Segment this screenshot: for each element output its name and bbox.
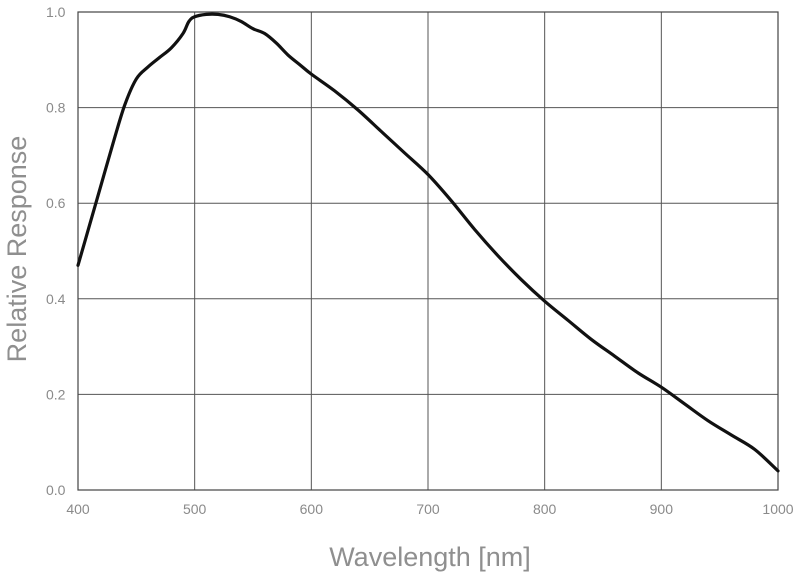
y-axis-label: Relative Response <box>2 136 32 363</box>
x-tick-label: 500 <box>183 501 207 517</box>
plot-border <box>77 11 779 491</box>
y-tick-label: 0.8 <box>46 100 66 116</box>
plot-frame <box>77 11 779 491</box>
y-tick-label: 0.0 <box>46 482 66 498</box>
x-axis-label: Wavelength [nm] <box>329 542 531 572</box>
series-group <box>76 12 780 473</box>
x-tick-label: 700 <box>416 501 440 517</box>
y-tick-label: 0.4 <box>46 291 66 307</box>
x-tick-label: 900 <box>650 501 674 517</box>
y-tick-label: 0.6 <box>46 195 66 211</box>
series-line-0 <box>76 12 780 473</box>
x-tick-label: 600 <box>300 501 324 517</box>
x-tick-label: 800 <box>533 501 557 517</box>
x-tick-label: 400 <box>66 501 90 517</box>
y-tick-label: 0.2 <box>46 386 66 402</box>
x-tick-label: 1000 <box>762 501 793 517</box>
x-tick-labels: 400 500 600 700 800 900 1000 <box>66 501 793 517</box>
y-tick-label: 1.0 <box>46 4 66 20</box>
y-tick-labels: 0.0 0.2 0.4 0.6 0.8 1.0 <box>46 4 66 498</box>
